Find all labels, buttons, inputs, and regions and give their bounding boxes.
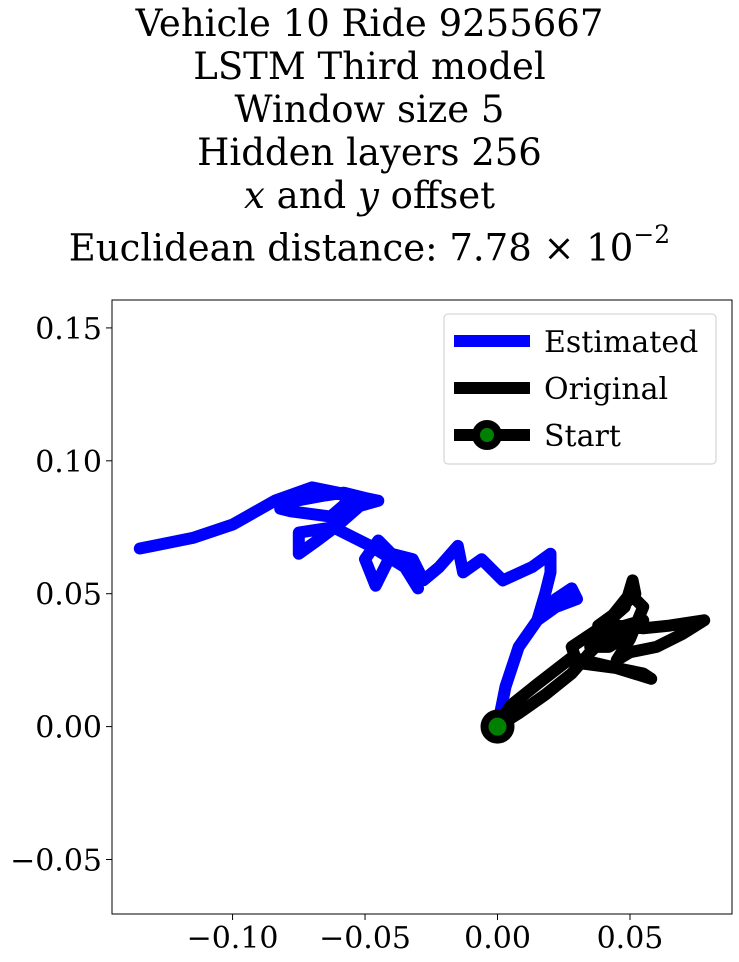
legend-label: Start <box>544 419 621 454</box>
y-tick-label: 0.00 <box>35 711 102 746</box>
x-tick-label: −0.05 <box>319 921 411 956</box>
x-tick-label: 0.00 <box>464 921 531 956</box>
legend-label: Estimated <box>544 325 698 360</box>
title-line-1: Vehicle 10 Ride 9255667 <box>135 2 604 45</box>
legend-item-start: Start <box>454 419 621 454</box>
title-times-ten: × 10 <box>531 226 634 270</box>
legend-start-marker <box>472 420 502 450</box>
x-tick-label: 0.05 <box>597 921 664 956</box>
title-and-text: and <box>264 174 358 217</box>
legend-item-estimated: Estimated <box>454 325 698 360</box>
y-tick-label: 0.10 <box>35 445 102 480</box>
title-line-5: x and y offset <box>0 174 739 217</box>
title-y-var: y <box>358 174 379 217</box>
legend-item-original: Original <box>454 372 668 407</box>
start-marker <box>480 709 515 744</box>
title-line-2: LSTM Third model <box>193 45 546 88</box>
title-line-6: Euclidean distance: 7.78 × 10−2 <box>0 217 739 269</box>
legend-box <box>443 313 717 465</box>
title-offset-text: offset <box>378 174 495 217</box>
title-distance-text: Euclidean distance: 7.78 <box>68 226 532 270</box>
y-tick-label: −0.05 <box>10 844 102 879</box>
original-trajectory-line <box>491 574 711 733</box>
title-line-4: Hidden layers 256 <box>197 131 542 174</box>
title-x-var: x <box>244 174 265 217</box>
y-tick-label: 0.15 <box>35 312 102 347</box>
title-line-3: Window size 5 <box>234 88 505 131</box>
estimated-trajectory-line <box>133 481 583 733</box>
legend-label: Original <box>544 372 668 407</box>
chart-title: Vehicle 10 Ride 9255667 LSTM Third model… <box>0 2 739 269</box>
title-exponent: −2 <box>633 220 671 249</box>
y-tick-label: 0.05 <box>35 578 102 613</box>
plot-frame <box>111 299 733 915</box>
x-tick-label: −0.10 <box>187 921 279 956</box>
